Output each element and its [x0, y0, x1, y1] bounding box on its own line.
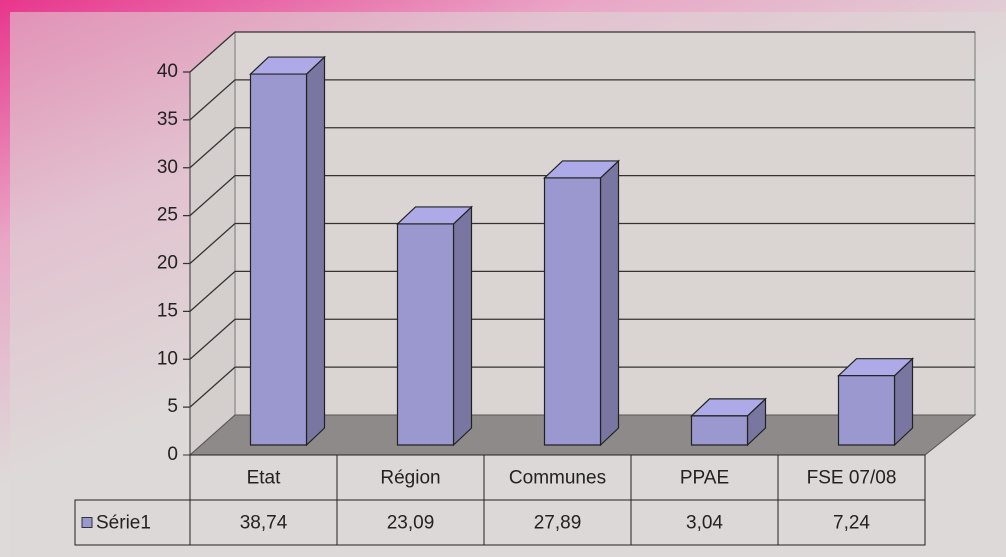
x-tick-label: FSE 07/08 [807, 468, 897, 489]
y-tick-label: 20 [157, 253, 178, 274]
y-tick-label: 5 [167, 396, 178, 417]
value-label: 27,89 [534, 513, 582, 534]
y-tick-label: 30 [157, 157, 178, 178]
bar-front [543, 177, 602, 446]
y-tick-label: 15 [157, 300, 178, 321]
bar-front [249, 73, 308, 446]
x-tick-label: Région [380, 468, 440, 489]
y-tick-label: 35 [157, 109, 178, 130]
bar-side [452, 205, 473, 447]
x-tick-label: Communes [509, 468, 606, 489]
x-tick-label: PPAE [680, 468, 729, 489]
value-label: 38,74 [240, 513, 288, 534]
grid-line [183, 79, 975, 121]
table-row [74, 499, 926, 546]
y-tick-label: 0 [167, 444, 178, 465]
bar-front [837, 375, 896, 446]
bar [542, 159, 621, 447]
y-tick-label: 10 [157, 348, 178, 369]
bar-side [599, 159, 620, 447]
grid-line [183, 127, 975, 169]
value-label: 23,09 [387, 513, 435, 534]
y-tick-label: 25 [157, 205, 178, 226]
bar-front [690, 415, 749, 446]
bar [836, 357, 915, 447]
value-label: 3,04 [686, 513, 723, 534]
y-tick-label: 40 [157, 61, 178, 82]
x-tick-label: Etat [247, 468, 282, 489]
bar-side [305, 55, 326, 447]
legend-label: Série1 [96, 513, 151, 534]
bar-front [396, 223, 455, 446]
bar [395, 205, 474, 447]
bar [689, 397, 768, 447]
table-row [189, 454, 926, 501]
value-label: 7,24 [833, 513, 870, 534]
legend-marker [81, 517, 93, 528]
bar [248, 55, 327, 447]
grid-line [183, 31, 975, 73]
